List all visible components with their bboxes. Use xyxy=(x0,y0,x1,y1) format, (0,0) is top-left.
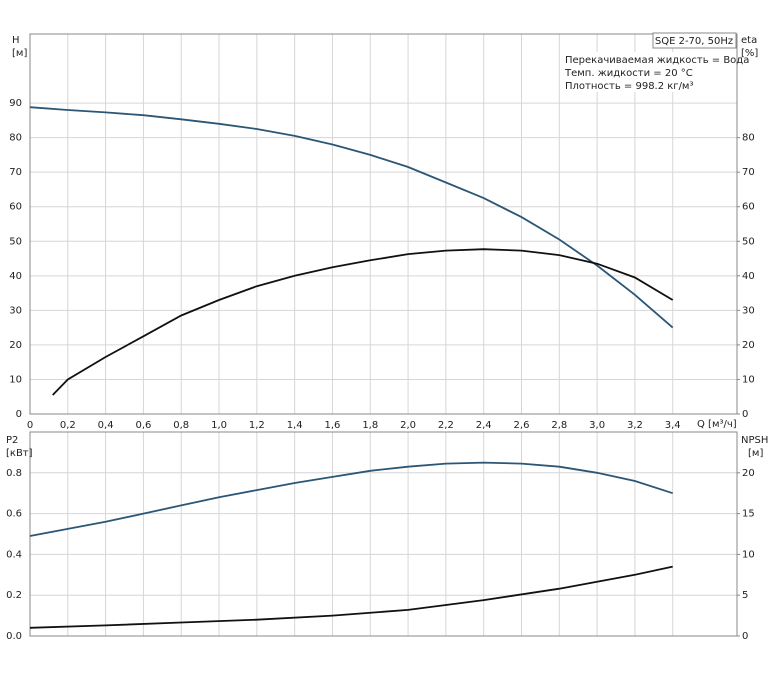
y2-tick-label: 15 xyxy=(742,509,755,520)
x-tick-label: 2,0 xyxy=(400,420,416,431)
y-tick-label: 0.6 xyxy=(6,509,22,520)
curve xyxy=(52,248,674,396)
note: Плотность = 998.2 кг/м³ xyxy=(565,81,694,92)
legend-title: SQE 2-70, 50Hz xyxy=(655,36,733,47)
y2-tick-label: 0 xyxy=(742,409,748,420)
y-tick-label: 0.0 xyxy=(6,631,22,642)
y-tick-label: 80 xyxy=(9,133,22,144)
x-tick-label: 1,4 xyxy=(287,420,303,431)
plot-frame xyxy=(29,431,738,637)
y2-tick-label: 30 xyxy=(742,305,755,316)
x-tick-label: 0,2 xyxy=(60,420,76,431)
x-tick-label: 1,8 xyxy=(362,420,378,431)
x-tick-label: 0,6 xyxy=(135,420,151,431)
y-tick-label: 0.4 xyxy=(6,549,22,560)
y2-unit: [м] xyxy=(748,448,763,459)
y2-tick-label: 50 xyxy=(742,236,755,247)
y2-unit: [%] xyxy=(741,48,758,59)
note: Темп. жидкости = 20 °C xyxy=(564,68,693,79)
curve xyxy=(29,565,673,629)
legend-box xyxy=(652,32,737,49)
x-tick-label: 1,6 xyxy=(325,420,341,431)
y2-tick-label: 20 xyxy=(742,468,755,479)
y-tick-label: 50 xyxy=(9,236,22,247)
y-tick-label: 0 xyxy=(16,409,22,420)
x-tick-label: 2,4 xyxy=(476,420,492,431)
y2-tick-label: 0 xyxy=(742,631,748,642)
x-tick-label: 1,2 xyxy=(249,420,265,431)
y2-tick-label: 10 xyxy=(742,374,755,385)
y-unit: [кВт] xyxy=(6,448,33,459)
note: Перекачиваемая жидкость = Вода xyxy=(565,55,749,66)
x-tick-label: 0 xyxy=(27,420,33,431)
y-unit: [м] xyxy=(12,48,27,59)
y-tick-label: 60 xyxy=(9,202,22,213)
y2-tick-label: 70 xyxy=(742,167,755,178)
notes-bg xyxy=(562,52,734,92)
curve xyxy=(29,461,673,537)
y2-label: eta xyxy=(741,35,757,46)
y-tick-label: 0.2 xyxy=(6,590,22,601)
y-tick-label: 10 xyxy=(9,374,22,385)
y2-tick-label: 10 xyxy=(742,549,755,560)
y2-tick-label: 60 xyxy=(742,202,755,213)
y-tick-label: 70 xyxy=(9,167,22,178)
x-tick-label: 3,2 xyxy=(627,420,643,431)
plot-frame xyxy=(29,33,738,415)
y-label: H xyxy=(12,35,20,46)
y-tick-label: 40 xyxy=(9,271,22,282)
x-tick-label: 0,4 xyxy=(98,420,114,431)
x-tick-label: 2,2 xyxy=(438,420,454,431)
y2-label: NPSH xyxy=(741,435,768,446)
x-tick-label: 0,8 xyxy=(173,420,189,431)
y2-tick-label: 80 xyxy=(742,133,755,144)
x-label: Q [м³/ч] xyxy=(697,419,737,430)
y2-tick-label: 40 xyxy=(742,271,755,282)
x-tick-label: 3,4 xyxy=(665,420,681,431)
x-tick-label: 2,8 xyxy=(551,420,567,431)
y-tick-label: 20 xyxy=(9,340,22,351)
x-tick-label: 3,0 xyxy=(589,420,605,431)
curve xyxy=(29,106,674,329)
y-label: P2 xyxy=(6,435,18,446)
y2-tick-label: 5 xyxy=(742,590,748,601)
y-tick-label: 30 xyxy=(9,305,22,316)
x-tick-label: 2,6 xyxy=(514,420,530,431)
y2-tick-label: 20 xyxy=(742,340,755,351)
y-tick-label: 0.8 xyxy=(6,468,22,479)
y-tick-label: 90 xyxy=(9,98,22,109)
x-tick-label: 1,0 xyxy=(211,420,227,431)
